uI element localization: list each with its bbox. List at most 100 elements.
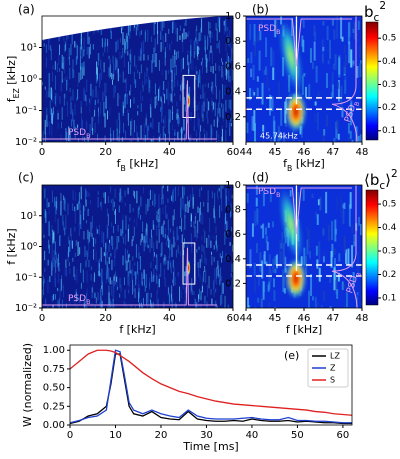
heatmap-streak (215, 140, 217, 142)
heatmap-streak (177, 132, 179, 139)
heatmap-streak (156, 274, 158, 284)
heatmap-streak (57, 122, 59, 129)
heatmap-streak (152, 118, 154, 129)
heatmap-streak (228, 122, 230, 128)
heatmap-streak (48, 73, 50, 87)
heatmap-streak (327, 60, 330, 65)
heatmap-streak (119, 192, 121, 203)
heatmap-streak (174, 55, 176, 68)
heatmap-streak (152, 190, 154, 201)
heatmap-streak (104, 42, 106, 53)
heatmap-streak (113, 201, 115, 208)
heatmap-streak (142, 96, 144, 101)
heatmap-streak (156, 210, 158, 223)
heatmap-streak (183, 22, 185, 26)
heatmap-streak (92, 44, 94, 50)
heatmap-streak (272, 115, 275, 137)
heatmap-streak (174, 137, 176, 142)
heatmap-streak (184, 284, 186, 298)
heatmap-streak (198, 118, 200, 131)
heatmap-streak (226, 26, 228, 39)
heatmap-streak (100, 247, 102, 262)
heatmap-streak (198, 246, 200, 250)
heatmap-streak (229, 41, 231, 48)
heatmap-streak (199, 295, 201, 301)
heatmap-streak (97, 196, 99, 208)
heatmap-streak (130, 49, 132, 63)
heatmap-streak (63, 93, 65, 106)
heatmap-streak (333, 267, 336, 291)
heatmap-streak (126, 306, 128, 308)
heatmap-streak (214, 192, 216, 205)
heatmap-streak (109, 238, 111, 252)
heatmap-streak (158, 208, 160, 215)
colorbar-tick-label: 0.2 (382, 103, 396, 113)
heatmap-streak (42, 289, 44, 299)
heatmap-streak (221, 136, 223, 142)
heatmap-streak (225, 129, 227, 142)
heatmap-streak (127, 228, 129, 242)
x-axis-label-part: f (119, 323, 124, 336)
heatmap-streak (106, 271, 108, 280)
heatmap-streak (109, 298, 111, 308)
heatmap-streak (164, 227, 166, 234)
heatmap-streak (163, 268, 165, 280)
heatmap-streak (108, 244, 110, 253)
heatmap-streak (343, 63, 346, 74)
heatmap-streak (171, 298, 173, 308)
heatmap-streak (78, 72, 80, 83)
heatmap-streak (194, 216, 196, 224)
heatmap-streak (353, 234, 356, 247)
heatmap-streak (346, 298, 349, 303)
heatmap-streak (210, 45, 212, 54)
heatmap-streak (190, 194, 192, 202)
heatmap-streak (163, 81, 165, 91)
heatmap-streak (280, 16, 283, 25)
heatmap-streak (85, 260, 87, 268)
heatmap-streak (193, 115, 195, 128)
heatmap-streak (207, 284, 209, 298)
heatmap-streak (331, 19, 334, 26)
heatmap-streak (204, 266, 206, 272)
panel-label: (a) (18, 3, 35, 17)
heatmap-streak (224, 194, 226, 208)
heatmap-streak (134, 306, 136, 308)
heatmap-streak (202, 102, 204, 114)
heatmap-streak (43, 278, 45, 284)
heatmap-streak (316, 214, 319, 226)
heatmap-streak (72, 257, 74, 262)
heatmap-streak (225, 19, 227, 32)
heatmap-streak (302, 39, 305, 53)
heatmap-streak (204, 133, 206, 142)
heatmap-streak (127, 282, 129, 294)
heatmap-streak (126, 93, 128, 105)
heatmap-streak (177, 118, 179, 127)
heatmap-streak (105, 271, 107, 284)
heatmap-streak (122, 219, 124, 234)
heatmap-streak (108, 67, 110, 77)
heatmap-streak (329, 39, 332, 59)
heatmap-streak (147, 29, 149, 42)
heatmap-streak (120, 188, 122, 198)
heatmap-streak (144, 71, 146, 86)
heatmap-streak (227, 35, 229, 45)
heatmap-streak (223, 22, 225, 35)
heatmap-streak (144, 134, 146, 142)
heatmap-streak (91, 302, 93, 308)
heatmap-streak (137, 261, 139, 275)
heatmap-streak (69, 240, 71, 252)
heatmap-streak (142, 187, 144, 194)
heatmap-streak (180, 290, 182, 299)
heatmap-streak (173, 187, 175, 193)
heatmap-streak (114, 304, 116, 308)
heatmap-streak (54, 294, 56, 300)
heatmap-streak (129, 53, 131, 63)
heatmap-streak (56, 141, 58, 142)
heatmap-streak (338, 57, 341, 75)
x-tick-label: 20 (99, 147, 112, 158)
heatmap-streak (103, 232, 105, 248)
heatmap-streak (219, 205, 221, 218)
heatmap-streak (127, 271, 129, 285)
heatmap-streak (69, 137, 71, 142)
heatmap-streak (64, 228, 66, 236)
